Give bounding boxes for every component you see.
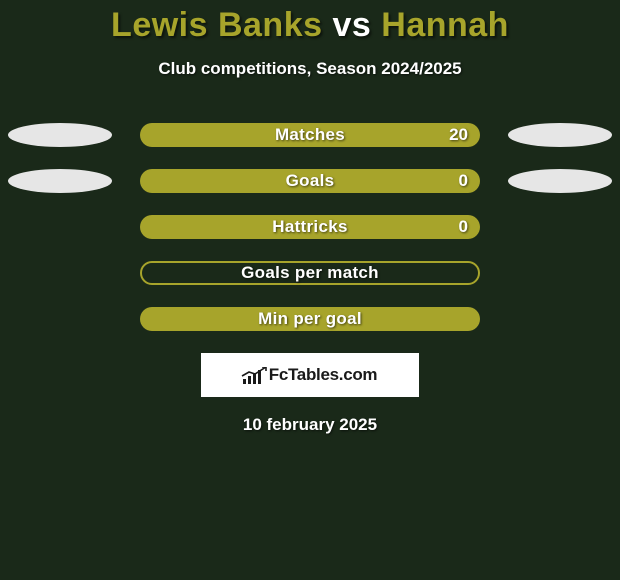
stat-bar: Goals 0 bbox=[140, 169, 480, 193]
blob-left bbox=[8, 169, 112, 193]
page-title: Lewis Banks vs Hannah bbox=[0, 6, 620, 45]
date-text: 10 february 2025 bbox=[0, 415, 620, 435]
vs-text: vs bbox=[332, 6, 371, 44]
content-wrapper: Lewis Banks vs Hannah Club competitions,… bbox=[0, 0, 620, 580]
stat-label: Hattricks bbox=[272, 217, 347, 237]
stat-value: 0 bbox=[459, 217, 468, 237]
stat-row-hattricks: Hattricks 0 bbox=[0, 215, 620, 239]
stat-label: Goals per match bbox=[241, 263, 379, 283]
stat-bar: Hattricks 0 bbox=[140, 215, 480, 239]
stat-bar: Goals per match bbox=[140, 261, 480, 285]
stat-rows: Matches 20 Goals 0 Hattricks 0 Goals per… bbox=[0, 123, 620, 331]
stat-bar: Min per goal bbox=[140, 307, 480, 331]
stat-label: Matches bbox=[275, 125, 345, 145]
logo-box: FcTables.com bbox=[201, 353, 419, 397]
logo-text: FcTables.com bbox=[269, 365, 378, 385]
blob-right bbox=[508, 123, 612, 147]
stat-row-matches: Matches 20 bbox=[0, 123, 620, 147]
player1-name: Lewis Banks bbox=[111, 6, 322, 44]
blob-right bbox=[508, 169, 612, 193]
bar-chart-icon bbox=[243, 366, 265, 384]
logo: FcTables.com bbox=[243, 365, 378, 385]
stat-row-goals: Goals 0 bbox=[0, 169, 620, 193]
stat-row-mpg: Min per goal bbox=[0, 307, 620, 331]
stat-label: Min per goal bbox=[258, 309, 362, 329]
stat-value: 20 bbox=[449, 125, 468, 145]
stat-bar: Matches 20 bbox=[140, 123, 480, 147]
blob-left bbox=[8, 123, 112, 147]
stat-label: Goals bbox=[286, 171, 335, 191]
subtitle: Club competitions, Season 2024/2025 bbox=[0, 59, 620, 79]
stat-row-gpm: Goals per match bbox=[0, 261, 620, 285]
stat-value: 0 bbox=[459, 171, 468, 191]
player2-name: Hannah bbox=[381, 6, 509, 44]
